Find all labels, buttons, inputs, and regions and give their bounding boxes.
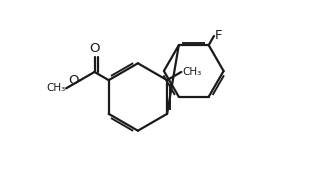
Text: CH₃: CH₃ <box>46 83 65 93</box>
Text: F: F <box>215 29 223 42</box>
Text: O: O <box>68 74 79 87</box>
Text: CH₃: CH₃ <box>182 67 202 77</box>
Text: O: O <box>89 42 100 55</box>
